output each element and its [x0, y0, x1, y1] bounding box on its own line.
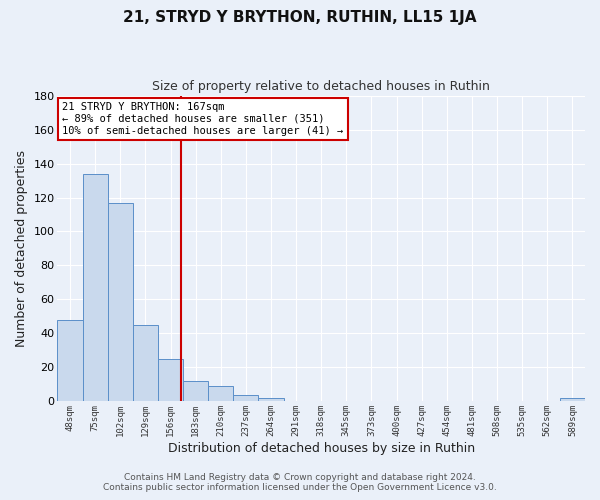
Bar	[108, 202, 133, 402]
Text: Contains HM Land Registry data © Crown copyright and database right 2024.
Contai: Contains HM Land Registry data © Crown c…	[103, 473, 497, 492]
Bar	[183, 381, 208, 402]
Bar	[158, 359, 183, 402]
Bar	[58, 320, 83, 402]
Bar	[133, 325, 158, 402]
Text: 21 STRYD Y BRYTHON: 167sqm
← 89% of detached houses are smaller (351)
10% of sem: 21 STRYD Y BRYTHON: 167sqm ← 89% of deta…	[62, 102, 344, 136]
Title: Size of property relative to detached houses in Ruthin: Size of property relative to detached ho…	[152, 80, 490, 93]
Text: 21, STRYD Y BRYTHON, RUTHIN, LL15 1JA: 21, STRYD Y BRYTHON, RUTHIN, LL15 1JA	[123, 10, 477, 25]
Bar	[233, 394, 259, 402]
Bar	[83, 174, 108, 402]
Bar	[259, 398, 284, 402]
Y-axis label: Number of detached properties: Number of detached properties	[15, 150, 28, 347]
Bar	[208, 386, 233, 402]
X-axis label: Distribution of detached houses by size in Ruthin: Distribution of detached houses by size …	[167, 442, 475, 455]
Bar	[560, 398, 585, 402]
